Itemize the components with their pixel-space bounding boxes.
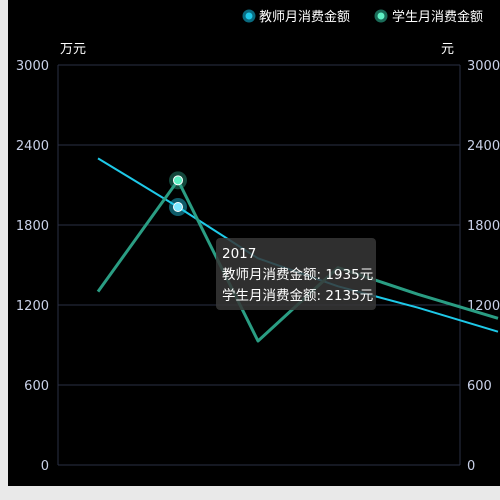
- left-axis-unit: 万元: [60, 42, 86, 57]
- legend-marker-student[interactable]: [374, 9, 388, 23]
- left-edge-strip: [0, 0, 8, 500]
- y-left-tick-label: 0: [41, 459, 49, 474]
- y-left-tick-label: 2400: [16, 139, 49, 154]
- y-right-tick-label: 600: [467, 379, 492, 394]
- legend-marker-teacher[interactable]: [242, 9, 256, 23]
- legend-label-student[interactable]: 学生月消费金额: [392, 9, 483, 25]
- y-left-tick-label: 3000: [16, 59, 49, 74]
- y-right-tick-label: 1800: [467, 219, 500, 234]
- data-point-teacher[interactable]: [173, 202, 183, 212]
- tooltip-line-student: 学生月消费金额: 2135元: [222, 288, 374, 304]
- tooltip-title: 2017: [222, 246, 257, 262]
- bottom-edge-strip: [0, 486, 500, 500]
- right-axis-unit: 元: [441, 42, 454, 57]
- y-right-tick-label: 2400: [467, 139, 500, 154]
- y-left-tick-label: 1200: [16, 299, 49, 314]
- y-right-tick-label: 0: [467, 459, 475, 474]
- tooltip: 2017 教师月消费金额: 1935元 学生月消费金额: 2135元: [216, 238, 376, 310]
- y-left-tick-label: 600: [24, 379, 49, 394]
- y-right-tick-label: 3000: [467, 59, 500, 74]
- legend-label-teacher[interactable]: 教师月消费金额: [259, 9, 350, 25]
- y-left-tick-label: 1800: [16, 219, 49, 234]
- tooltip-line-teacher: 教师月消费金额: 1935元: [222, 267, 374, 283]
- legend[interactable]: 教师月消费金额 学生月消费金额: [242, 9, 483, 25]
- data-point-student[interactable]: [173, 175, 183, 186]
